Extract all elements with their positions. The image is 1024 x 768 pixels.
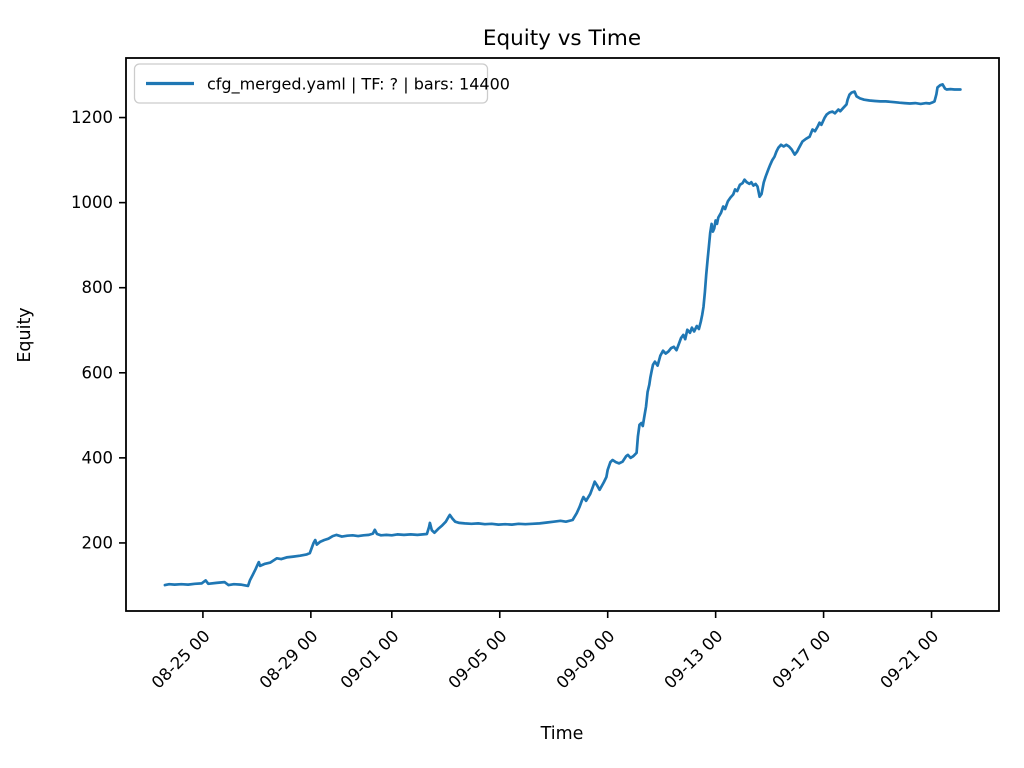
- legend: cfg_merged.yaml | TF: ? | bars: 14400: [133, 63, 510, 104]
- equity-line: [163, 83, 962, 588]
- legend-box: [133, 63, 489, 104]
- x-tick-label: 09-05 00: [445, 626, 511, 692]
- x-tick-label: 08-29 00: [256, 626, 322, 692]
- y-axis-ticks: 200 400 600 800 1000 1200: [71, 108, 126, 552]
- plot-area: [126, 58, 999, 611]
- x-tick-label: 08-25 00: [148, 626, 214, 692]
- y-tick-label: 600: [82, 363, 114, 382]
- x-tick-label: 09-17 00: [769, 626, 835, 692]
- chart-title: Equity vs Time: [483, 26, 641, 51]
- y-tick-label: 200: [82, 533, 114, 552]
- x-axis-ticks: 08-25 00 08-29 00 09-01 00 09-05 00 09-09 00…: [148, 611, 942, 692]
- x-tick-label: 09-13 00: [661, 626, 727, 692]
- x-tick-label: 09-21 00: [876, 626, 942, 692]
- x-tick-label: 09-09 00: [553, 626, 619, 692]
- x-axis-label: Time: [540, 724, 584, 744]
- y-tick-label: 800: [82, 278, 114, 297]
- y-axis-label: Equity: [15, 307, 35, 362]
- y-tick-label: 1000: [71, 193, 113, 212]
- axes-frame: [125, 57, 1000, 612]
- y-tick-label: 1200: [71, 108, 113, 127]
- y-tick-label: 400: [82, 448, 114, 467]
- x-tick-label: 09-01 00: [337, 626, 403, 692]
- legend-label: cfg_merged.yaml | TF: ? | bars: 14400: [207, 75, 510, 95]
